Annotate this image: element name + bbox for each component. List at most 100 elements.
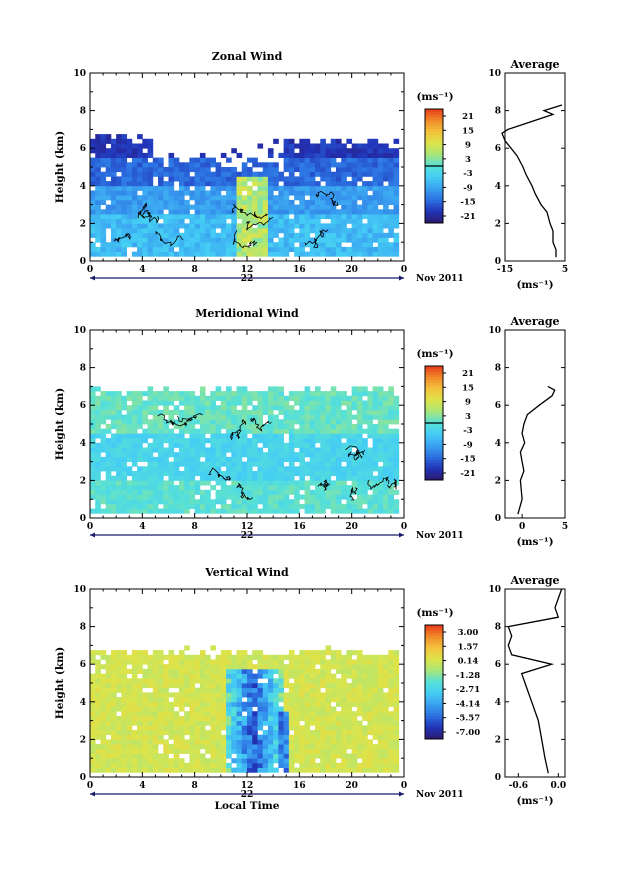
heatmap-cell [158, 195, 164, 201]
heatmap-cell [173, 461, 180, 467]
heatmap-cell [110, 734, 117, 740]
heatmap-cell [199, 664, 206, 670]
heatmap-cell [346, 214, 353, 220]
heatmap-cell [294, 419, 300, 425]
heatmap-cell [90, 456, 96, 462]
heatmap-cell [315, 223, 321, 229]
heatmap-cell [388, 503, 394, 509]
heatmap-cell [110, 176, 117, 182]
heatmap-cell [236, 650, 243, 656]
heatmap-cell [184, 246, 190, 252]
heatmap-cell [184, 181, 190, 187]
heatmap-cell [252, 711, 258, 717]
heatmap-cell [215, 442, 222, 448]
heatmap-cell [116, 157, 122, 163]
heatmap-cell [283, 485, 290, 491]
heatmap-cell [351, 400, 358, 406]
y-tick-label: 4 [80, 182, 86, 192]
heatmap-cell [257, 424, 264, 430]
heatmap-cell [131, 456, 138, 462]
heatmap-cell [267, 456, 274, 462]
heatmap-cell [346, 181, 353, 187]
heatmap-cell [299, 668, 305, 674]
heatmap-cell [320, 701, 326, 707]
heatmap-cell [236, 706, 243, 712]
heatmap-cell [199, 471, 206, 477]
heatmap-cell [273, 438, 279, 444]
heatmap-cell [168, 176, 175, 182]
heatmap-cell [288, 475, 295, 481]
heatmap-cell [299, 706, 305, 712]
heatmap-cell [137, 157, 143, 163]
heatmap-cell [210, 734, 216, 740]
heatmap-cell [199, 762, 206, 768]
heatmap-cell [226, 711, 232, 717]
heatmap-cell [294, 725, 300, 731]
heatmap-cell [205, 720, 211, 726]
heatmap-cell [241, 471, 248, 477]
heatmap-cell [110, 668, 117, 674]
heatmap-cell [257, 237, 264, 243]
heatmap-cell [278, 720, 285, 726]
heatmap-cell [267, 447, 274, 453]
heatmap-cell [335, 447, 342, 453]
heatmap-cell [95, 706, 101, 712]
heatmap-cell [131, 232, 138, 238]
heatmap-cell [215, 171, 222, 177]
heatmap-cell [105, 678, 112, 684]
heatmap-cell [388, 251, 394, 257]
heatmap-cell [247, 176, 253, 182]
heatmap-cell [110, 480, 117, 486]
heatmap-cell [100, 209, 107, 215]
heatmap-cell [105, 715, 112, 721]
heatmap-cell [294, 218, 300, 224]
heatmap-cell [184, 678, 190, 684]
heatmap-cell [393, 237, 400, 243]
heatmap-cell [351, 167, 358, 173]
heatmap-cell [325, 664, 332, 670]
heatmap-cell [367, 480, 373, 486]
heatmap-cell [294, 152, 300, 158]
heatmap-cell [142, 503, 148, 509]
heatmap-cell [236, 433, 243, 439]
heatmap-cell [184, 223, 190, 229]
heatmap-cell [372, 748, 379, 754]
heatmap-cell [315, 251, 321, 257]
heatmap-cell [163, 395, 169, 401]
heatmap-cell [341, 456, 347, 462]
heatmap-cell [267, 739, 274, 745]
contour-line [386, 478, 397, 490]
heatmap-cell [199, 433, 206, 439]
heatmap-cell [121, 428, 128, 434]
heatmap-cell [137, 433, 143, 439]
heatmap-cell [351, 181, 358, 187]
colorbar-tick-label: -9 [463, 440, 473, 450]
heatmap-cell [137, 480, 143, 486]
heatmap-cell [257, 748, 264, 754]
heatmap-cell [252, 438, 258, 444]
heatmap-cell [320, 720, 326, 726]
heatmap-cell [372, 438, 379, 444]
heatmap-cell [231, 748, 237, 754]
heatmap-cell [288, 758, 295, 764]
heatmap-cell [105, 748, 112, 754]
heatmap-cell [377, 739, 384, 745]
heatmap-cell [116, 176, 122, 182]
heatmap-cell [388, 725, 394, 731]
heatmap-cell [383, 246, 389, 252]
x-tick-label: 4 [139, 522, 145, 532]
heatmap-cell [283, 414, 290, 420]
heatmap-cell [330, 251, 337, 257]
heatmap-cell [320, 471, 326, 477]
colorbar-tick-label: -15 [460, 455, 475, 465]
heatmap-cell [283, 758, 290, 764]
colorbar: 3.001.570.14-1.28-2.71-4.14-5.57-7.00 [424, 624, 480, 740]
heatmap-cell [288, 706, 295, 712]
colorbar-segment [425, 474, 443, 478]
heatmap-cell [330, 438, 337, 444]
heatmap-cell [90, 748, 96, 754]
heatmap-cell [137, 701, 143, 707]
heatmap-cell [131, 237, 138, 243]
heatmap-cell [309, 748, 316, 754]
heatmap-cell [320, 428, 326, 434]
